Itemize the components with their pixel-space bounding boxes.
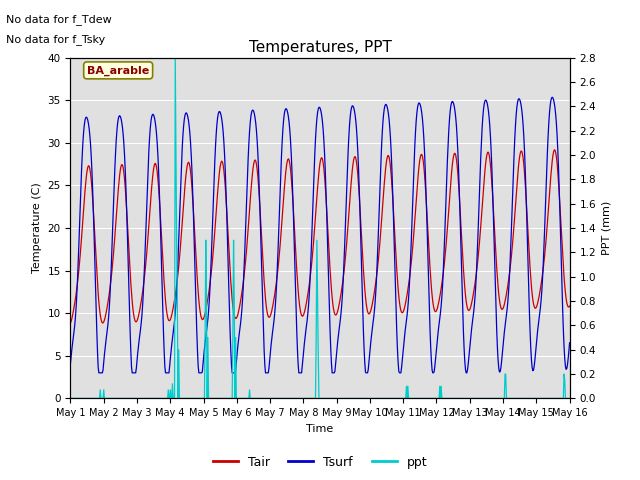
ppt	[396, 396, 403, 401]
ppt	[179, 396, 186, 401]
ppt	[127, 396, 134, 401]
Text: No data for f_Tsky: No data for f_Tsky	[6, 34, 106, 45]
Tair	[566, 303, 573, 309]
ppt	[67, 396, 74, 401]
Tsurf	[566, 340, 573, 346]
ppt	[205, 396, 212, 401]
ppt	[76, 396, 83, 401]
Tair	[127, 280, 134, 286]
Y-axis label: Temperature (C): Temperature (C)	[32, 182, 42, 274]
Tair	[550, 147, 558, 153]
X-axis label: Time: Time	[307, 424, 333, 433]
ppt	[566, 396, 573, 401]
Tair	[204, 296, 212, 301]
Y-axis label: PPT (mm): PPT (mm)	[602, 201, 611, 255]
Tsurf	[95, 370, 102, 376]
Line: Tsurf: Tsurf	[70, 97, 570, 373]
Tair	[76, 261, 83, 267]
Legend: Tair, Tsurf, ppt: Tair, Tsurf, ppt	[207, 451, 433, 474]
Title: Temperatures, PPT: Temperatures, PPT	[248, 40, 392, 55]
Tair	[380, 181, 388, 187]
Tsurf	[381, 103, 388, 108]
Tsurf	[67, 361, 74, 367]
Tsurf	[76, 226, 83, 231]
Tsurf	[205, 308, 212, 314]
Tsurf	[127, 364, 135, 370]
ppt	[172, 55, 179, 60]
Text: No data for f_Tdew: No data for f_Tdew	[6, 14, 112, 25]
Line: ppt: ppt	[70, 58, 570, 398]
Tair	[395, 293, 403, 299]
Text: BA_arable: BA_arable	[87, 65, 149, 75]
Tair	[178, 230, 186, 236]
Tsurf	[548, 95, 556, 100]
Tsurf	[396, 370, 403, 376]
Tair	[67, 320, 74, 326]
Line: Tair: Tair	[70, 150, 570, 323]
ppt	[381, 396, 388, 401]
Tsurf	[179, 146, 186, 152]
